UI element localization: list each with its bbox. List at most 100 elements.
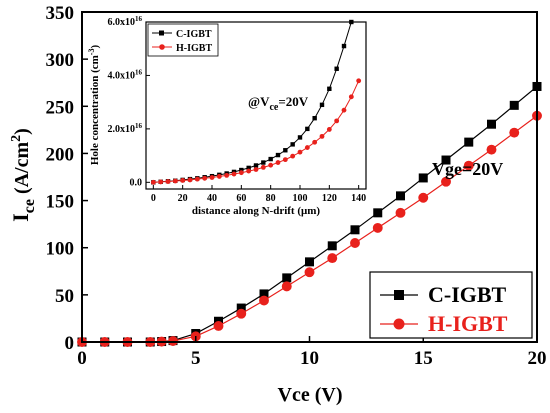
main-y-tick-label-5: 250: [46, 97, 75, 118]
main-point-c-igbt-13: [350, 225, 360, 235]
inset-point-c-igbt-22: [312, 115, 317, 121]
inset-x-tick-label-3: 60: [236, 193, 246, 204]
inset-point-c-igbt-14: [253, 163, 259, 168]
inset-x-tick-label-0: 0: [151, 193, 156, 204]
inset-point-c-igbt-12: [239, 167, 244, 173]
inset-y-axis-label: Hole concentration (cm-3): [87, 45, 101, 166]
inset-point-h-igbt-27: [348, 94, 354, 100]
main-legend-box: [369, 271, 533, 339]
main-point-c-igbt-20: [509, 100, 519, 110]
main-y-tick-label-0: 0: [65, 333, 75, 354]
main-legend-marker-c-igbt: [394, 290, 404, 300]
inset-point-h-igbt-18: [282, 157, 288, 163]
inset-point-h-igbt-28: [356, 78, 362, 84]
inset-x-tick-label-1: 20: [178, 193, 188, 204]
main-point-c-igbt-19: [487, 119, 496, 129]
inset-point-h-igbt-16: [268, 162, 274, 168]
inset-point-h-igbt-23: [319, 133, 325, 139]
main-point-h-igbt-7: [213, 321, 224, 331]
main-point-c-igbt-17: [441, 155, 451, 165]
main-y-tick-label-3: 150: [46, 192, 75, 213]
main-point-c-igbt-16: [418, 173, 428, 183]
inset-point-h-igbt-10: [224, 172, 230, 178]
inset-y-tick-label-1: 2.0x1016: [108, 122, 143, 135]
inset-series-line-c-igbt: [153, 21, 352, 183]
main-point-h-igbt-17: [441, 176, 451, 187]
inset-point-c-igbt-21: [305, 126, 310, 132]
main-x-tick-label-0: 0: [77, 348, 87, 369]
inset-series-group: [150, 19, 362, 185]
main-point-h-igbt-18: [463, 160, 474, 171]
inset-point-c-igbt-25: [334, 66, 339, 71]
inset-point-h-igbt-22: [312, 139, 318, 145]
inset-point-c-igbt-19: [290, 142, 295, 147]
inset-point-h-igbt-26: [341, 107, 347, 113]
main-point-c-igbt-10: [282, 273, 292, 283]
inset-x-tick-label-6: 120: [322, 193, 337, 204]
inset-point-h-igbt-17: [275, 160, 281, 165]
main-x-tick-label-2: 10: [300, 348, 319, 369]
main-point-c-igbt-11: [305, 257, 314, 267]
main-point-h-igbt-16: [418, 192, 429, 203]
main-y-axis-label: Ice (A/cm2): [8, 128, 38, 222]
main-y-tick-label-2: 100: [46, 239, 75, 260]
inset-point-h-igbt-1: [158, 179, 164, 185]
inset-point-h-igbt-4: [180, 178, 186, 183]
inset-annotation-vce: @Vce=20V: [248, 94, 309, 113]
inset-point-h-igbt-6: [194, 176, 200, 182]
main-point-h-igbt-8: [236, 308, 247, 319]
main-point-c-igbt-14: [373, 208, 383, 218]
inset-ticks-group: 0 20 40 60 80 100 120 140 0.0 2.0x1016 4.0x1016 6.0…: [108, 15, 367, 204]
inset-point-h-igbt-13: [246, 168, 252, 174]
main-y-tick-label-6: 300: [46, 50, 75, 71]
inset-x-axis-label: distance along N-drift (μm): [192, 205, 320, 217]
inset-point-h-igbt-20: [297, 149, 303, 155]
main-y-tick-label-7: 350: [46, 3, 75, 24]
main-point-c-igbt-8: [236, 303, 246, 313]
inset-x-tick-label-5: 100: [293, 193, 308, 204]
inset-legend-label-c-igbt: C-IGBT: [176, 29, 212, 40]
inset-point-c-igbt-17: [275, 152, 281, 158]
main-legend: C-IGBT H-IGBT: [369, 271, 533, 339]
main-point-h-igbt-14: [372, 222, 383, 233]
main-point-c-igbt-18: [464, 137, 474, 147]
inset-legend-marker-h-igbt: [159, 44, 165, 50]
main-point-h-igbt-19: [486, 144, 497, 155]
main-x-tick-label-3: 15: [414, 348, 433, 369]
inset-x-tick-label-7: 140: [351, 193, 366, 204]
main-point-h-igbt-9: [259, 295, 269, 306]
main-point-h-igbt-20: [509, 127, 520, 138]
inset-point-h-igbt-9: [216, 174, 222, 179]
inset-point-c-igbt-13: [246, 165, 251, 171]
inset-point-h-igbt-5: [187, 177, 193, 183]
main-point-c-igbt-15: [396, 191, 405, 201]
inset-legend: C-IGBT H-IGBT: [147, 23, 219, 57]
inset-point-h-igbt-24: [326, 126, 332, 132]
main-x-tick-label-4: 20: [528, 348, 547, 369]
inset-point-h-igbt-25: [334, 118, 340, 124]
inset-point-h-igbt-0: [150, 179, 156, 185]
inset-point-h-igbt-19: [290, 153, 296, 159]
inset-y-tick-label-3: 6.0x1016: [108, 15, 143, 28]
inset-y-tick-label-0: 0.0: [130, 177, 143, 188]
inset-point-h-igbt-14: [253, 167, 259, 172]
main-point-h-igbt-11: [304, 267, 315, 278]
inset-point-c-igbt-16: [268, 156, 273, 162]
inset-point-c-igbt-20: [297, 135, 303, 140]
main-annotation-vge: Vge=20V: [432, 159, 503, 179]
inset-plot-frame: [145, 21, 367, 190]
inset-point-c-igbt-18: [283, 148, 288, 153]
inset-y-tick-label-2: 4.0x1016: [108, 68, 143, 81]
main-point-c-igbt-9: [259, 289, 269, 299]
inset-x-tick-label-4: 80: [266, 193, 276, 204]
inset-point-c-igbt-15: [261, 160, 266, 165]
inset-point-c-igbt-24: [327, 86, 332, 91]
main-y-tick-label-1: 50: [55, 286, 74, 307]
inset-point-h-igbt-15: [260, 164, 266, 170]
inset-legend-box: [147, 23, 219, 57]
main-legend-label-h-igbt: H-IGBT: [428, 311, 508, 336]
main-point-h-igbt-13: [350, 238, 360, 248]
main-legend-label-c-igbt: C-IGBT: [428, 282, 507, 307]
